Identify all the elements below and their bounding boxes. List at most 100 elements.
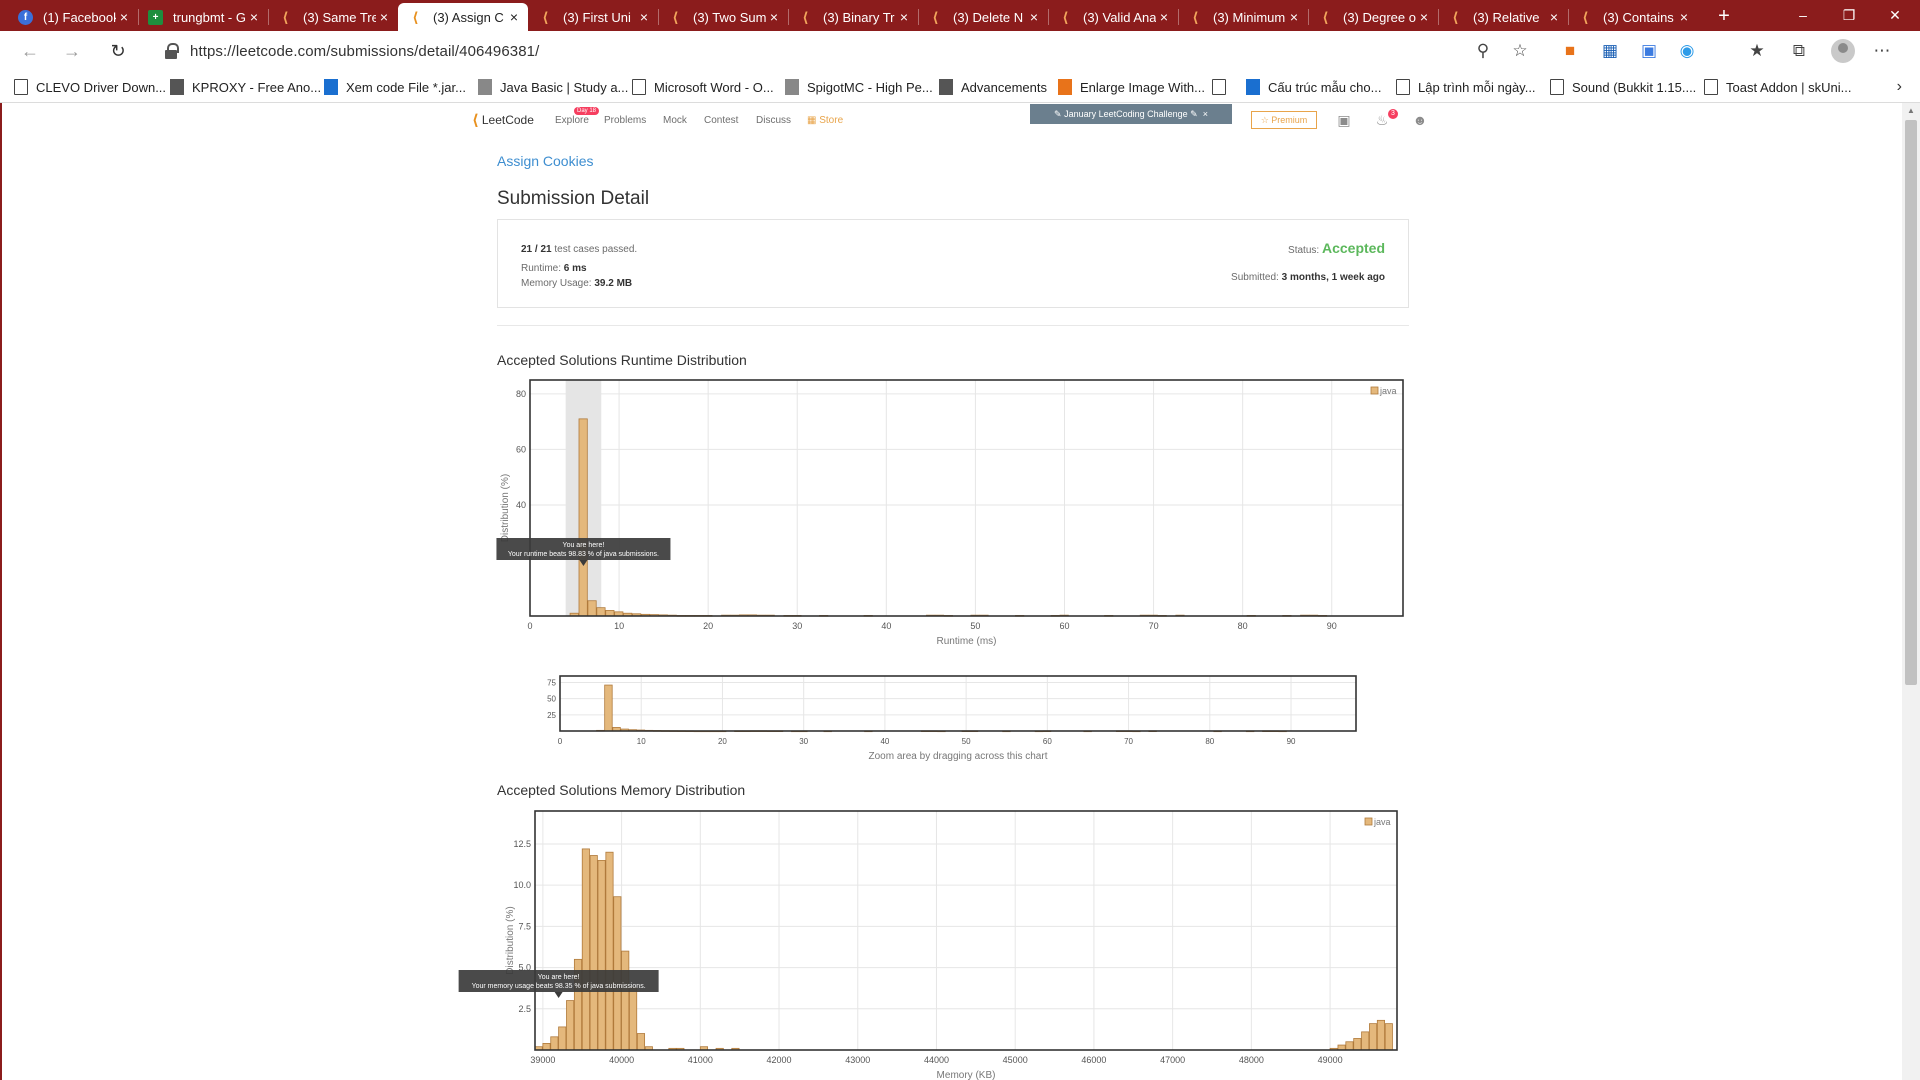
close-tab-icon[interactable]: ×: [509, 9, 519, 25]
forward-arrow-icon[interactable]: →: [63, 41, 81, 61]
distribution-bar[interactable]: [1376, 1019, 1385, 1051]
browser-tab[interactable]: ⟨ (3) Delete N ×: [918, 3, 1048, 31]
distribution-bar[interactable]: [1361, 1031, 1370, 1051]
nav-contest[interactable]: Contest: [704, 115, 739, 126]
distribution-bar[interactable]: [578, 418, 588, 617]
url-text[interactable]: https://leetcode.com/submissions/detail/…: [190, 42, 540, 60]
close-tab-icon[interactable]: ×: [1549, 9, 1559, 25]
browser-tab[interactable]: ⟨ (3) First Uni ×: [528, 3, 658, 31]
browser-tab[interactable]: ⟨ (3) Relative ×: [1438, 3, 1568, 31]
bookmark-item[interactable]: KPROXY - Free Ano...: [170, 71, 321, 103]
translate-icon[interactable]: ▣: [1640, 41, 1658, 60]
browser-tab[interactable]: ⟨ (3) Binary Tr ×: [788, 3, 918, 31]
premium-button[interactable]: ☆ Premium: [1251, 111, 1317, 129]
browser-tab[interactable]: ⟨ (3) Contains ×: [1568, 3, 1698, 31]
distribution-bar[interactable]: [1384, 1023, 1393, 1051]
distribution-bar[interactable]: [558, 1026, 567, 1051]
bookmark-item[interactable]: Lập trình mỗi ngày...: [1396, 71, 1536, 103]
close-tab-icon[interactable]: ×: [1029, 9, 1039, 25]
scroll-thumb[interactable]: [1905, 120, 1917, 685]
more-menu-icon[interactable]: ⋯: [1873, 41, 1891, 60]
close-window-icon[interactable]: ✕: [1889, 7, 1901, 23]
close-tab-icon[interactable]: ×: [119, 9, 129, 25]
problem-link[interactable]: Assign Cookies: [497, 153, 594, 169]
extension-off-icon[interactable]: ■: [1564, 41, 1576, 60]
nav-explore[interactable]: Explore: [555, 115, 589, 126]
star-icon[interactable]: ☆: [1512, 41, 1528, 60]
bookmark-item[interactable]: Toast Addon | skUni...: [1704, 71, 1852, 103]
extension-blue-icon[interactable]: ◉: [1679, 41, 1695, 60]
distribution-bar[interactable]: [581, 848, 590, 1051]
status-accepted[interactable]: Accepted: [1321, 240, 1385, 256]
close-tab-icon[interactable]: ×: [1289, 9, 1299, 25]
close-tab-icon[interactable]: ×: [249, 9, 259, 25]
close-tab-icon[interactable]: ×: [1679, 9, 1689, 25]
bookmark-item[interactable]: Java Basic | Study a...: [478, 71, 628, 103]
distribution-bar[interactable]: [1369, 1023, 1378, 1051]
browser-tab[interactable]: + trungbmt - G ×: [138, 3, 268, 31]
user-icon[interactable]: ☻: [1412, 112, 1428, 128]
minimize-icon[interactable]: –: [1799, 7, 1807, 23]
chevron-right-icon[interactable]: ›: [1896, 78, 1902, 95]
close-tab-icon[interactable]: ×: [1419, 9, 1429, 25]
zoom-icon[interactable]: ⚲: [1476, 41, 1490, 60]
scroll-up-icon[interactable]: ▲: [1907, 106, 1915, 115]
close-tab-icon[interactable]: ×: [379, 9, 389, 25]
distribution-bar[interactable]: [542, 1043, 551, 1051]
nav-problems[interactable]: Problems: [604, 115, 647, 126]
distribution-bar[interactable]: [1345, 1041, 1354, 1051]
distribution-bar[interactable]: [629, 986, 638, 1051]
playground-icon[interactable]: ▣: [1337, 112, 1351, 128]
bookmark-label: SpigotMC - High Pe...: [807, 79, 933, 95]
challenge-banner[interactable]: ✎ January LeetCoding Challenge ✎ ×: [1030, 104, 1232, 124]
bookmark-item[interactable]: SpigotMC - High Pe...: [785, 71, 933, 103]
favorites-icon[interactable]: ★: [1749, 41, 1765, 60]
restore-icon[interactable]: ❐: [1842, 7, 1856, 23]
distribution-bar[interactable]: [605, 851, 614, 1051]
close-icon[interactable]: ×: [1202, 109, 1208, 119]
distribution-bar[interactable]: [550, 1036, 559, 1051]
browser-tab[interactable]: ⟨ (3) Two Sum ×: [658, 3, 788, 31]
bookmark-item[interactable]: Microsoft Word - O...: [632, 71, 774, 103]
close-tab-icon[interactable]: ×: [899, 9, 909, 25]
back-arrow-icon[interactable]: ←: [21, 41, 39, 61]
leetcode-logo[interactable]: ⟨ LeetCode: [472, 111, 534, 129]
reload-icon[interactable]: ↻: [110, 41, 126, 61]
distribution-bar[interactable]: [596, 607, 606, 617]
distribution-bar[interactable]: [621, 950, 630, 1051]
bookmark-item[interactable]: [1212, 71, 1234, 103]
distribution-bar[interactable]: [605, 610, 615, 617]
browser-tab[interactable]: ⟨ (3) Minimum ×: [1178, 3, 1308, 31]
bell-icon[interactable]: ♨: [1375, 112, 1389, 128]
collections-icon[interactable]: ⧉: [1792, 41, 1806, 60]
distribution-bar[interactable]: [1353, 1038, 1362, 1051]
browser-tab[interactable]: ⟨ (3) Same Tre ×: [268, 3, 398, 31]
close-tab-icon[interactable]: ×: [639, 9, 649, 25]
bookmark-item[interactable]: CLEVO Driver Down...: [14, 71, 166, 103]
distribution-bar[interactable]: [604, 684, 613, 732]
bookmark-item[interactable]: Xem code File *.jar...: [324, 71, 466, 103]
nav-discuss[interactable]: Discuss: [756, 115, 792, 126]
address-bar[interactable]: https://leetcode.com/submissions/detail/…: [146, 36, 1526, 66]
browser-tab[interactable]: f (1) Facebook ×: [8, 3, 138, 31]
bookmark-item[interactable]: Sound (Bukkit 1.15....: [1550, 71, 1696, 103]
distribution-bar[interactable]: [636, 1033, 646, 1051]
close-tab-icon[interactable]: ×: [1159, 9, 1169, 25]
distribution-bar[interactable]: [587, 600, 597, 617]
extension-j-icon[interactable]: ▦: [1601, 41, 1619, 60]
bookmark-item[interactable]: Advancements: [939, 71, 1047, 103]
browser-tab[interactable]: ⟨ (3) Degree o ×: [1308, 3, 1438, 31]
profile-avatar[interactable]: [1831, 39, 1855, 63]
distribution-bar[interactable]: [597, 860, 606, 1051]
nav-mock[interactable]: Mock: [663, 115, 687, 126]
browser-tab[interactable]: ⟨ (3) Valid Ana ×: [1048, 3, 1178, 31]
bookmark-item[interactable]: Cấu trúc mẫu cho...: [1246, 71, 1381, 103]
distribution-bar[interactable]: [589, 855, 598, 1051]
nav-store[interactable]: ▦ Store: [807, 115, 843, 126]
browser-tab[interactable]: ⟨ (3) Assign C ×: [398, 3, 528, 31]
distribution-bar[interactable]: [566, 1000, 575, 1051]
close-tab-icon[interactable]: ×: [769, 9, 779, 25]
new-tab-icon[interactable]: +: [1718, 5, 1730, 27]
bookmark-item[interactable]: Enlarge Image With...: [1058, 71, 1205, 103]
